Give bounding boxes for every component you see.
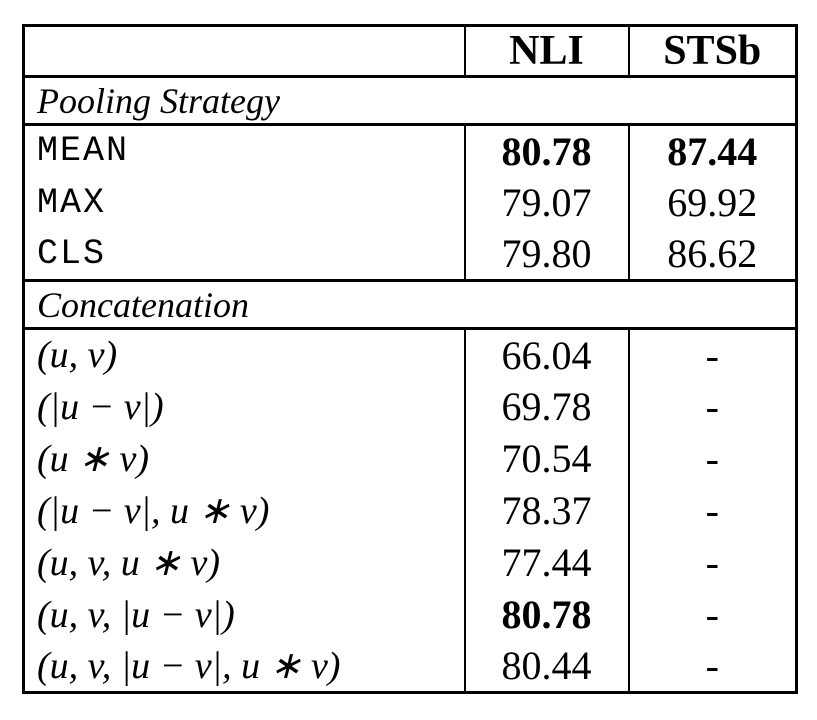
nli-value-uv-prod: 77.44: [463, 536, 629, 589]
table-row-absdiff-prod: (|u − v|, u ∗ v) 78.37 -: [24, 484, 797, 537]
table-row-uv-prod: (u, v, u ∗ v) 77.44 -: [24, 536, 797, 589]
table-row-uv-absdiff: (u, v, |u − v|) 80.78 -: [24, 588, 797, 641]
stsb-value-cls: 86.62: [627, 228, 797, 281]
table-row-uv-absdiff-prod: (u, v, |u − v|, u ∗ v) 80.44 -: [24, 640, 797, 693]
nli-value-uv-absdiff: 80.78: [463, 588, 629, 641]
table-row-mean: MEAN 80.78 87.44: [24, 124, 797, 177]
stsb-value-mean: 87.44: [627, 124, 797, 177]
row-label-absdiff-prod: (|u − v|, u ∗ v): [37, 490, 270, 532]
section-title-concatenation: Concatenation: [23, 279, 797, 330]
nli-value-uv-absdiff-prod: 80.44: [463, 640, 629, 693]
stsb-value-max: 69.92: [627, 176, 797, 229]
section-row-concatenation: Concatenation: [23, 279, 797, 330]
section-title-pooling: Pooling Strategy: [23, 75, 797, 126]
table-row-uprodv: (u ∗ v) 70.54 -: [24, 432, 797, 485]
row-label-cls: CLS: [37, 233, 107, 274]
nli-value-cls: 79.80: [463, 228, 629, 281]
row-label-uv: (u, v): [37, 334, 118, 377]
stsb-value-absdiff-prod: -: [627, 484, 797, 537]
header-stsb: STSb: [627, 25, 797, 78]
nli-value-uprodv: 70.54: [463, 432, 629, 485]
row-label-absdiff: (|u − v|): [37, 385, 164, 428]
row-label-uprodv: (u ∗ v): [37, 438, 150, 480]
table-row-absdiff: (|u − v|) 69.78 -: [24, 380, 797, 433]
row-label-uv-absdiff-prod: (u, v, |u − v|, u ∗ v): [37, 645, 341, 688]
stsb-value-uprodv: -: [627, 432, 797, 485]
row-label-uv-prod: (u, v, u ∗ v): [37, 542, 221, 584]
nli-value-mean: 80.78: [463, 124, 629, 177]
nli-value-uv: 66.04: [463, 328, 629, 381]
table-row-uv: (u, v) 66.04 -: [24, 328, 797, 381]
stsb-value-absdiff: -: [627, 380, 797, 433]
results-table: NLI STSb Pooling Strategy MEAN 80.78 87.…: [22, 24, 798, 694]
row-label-max: MAX: [37, 182, 107, 223]
header-nli: NLI: [463, 25, 629, 78]
stsb-value-uv: -: [627, 328, 797, 381]
header-empty-cell: [23, 25, 465, 78]
nli-value-absdiff-prod: 78.37: [463, 484, 629, 537]
table-row-max: MAX 79.07 69.92: [24, 176, 797, 229]
stsb-value-uv-prod: -: [627, 536, 797, 589]
stsb-value-uv-absdiff: -: [627, 588, 797, 641]
table-header-row: NLI STSb: [23, 25, 797, 78]
row-label-mean: MEAN: [37, 131, 130, 172]
nli-value-absdiff: 69.78: [463, 380, 629, 433]
table-row-cls: CLS 79.80 86.62: [24, 228, 797, 281]
nli-value-max: 79.07: [463, 176, 629, 229]
row-label-uv-absdiff: (u, v, |u − v|): [37, 593, 235, 636]
section-row-pooling: Pooling Strategy: [23, 75, 797, 126]
stsb-value-uv-absdiff-prod: -: [627, 640, 797, 693]
